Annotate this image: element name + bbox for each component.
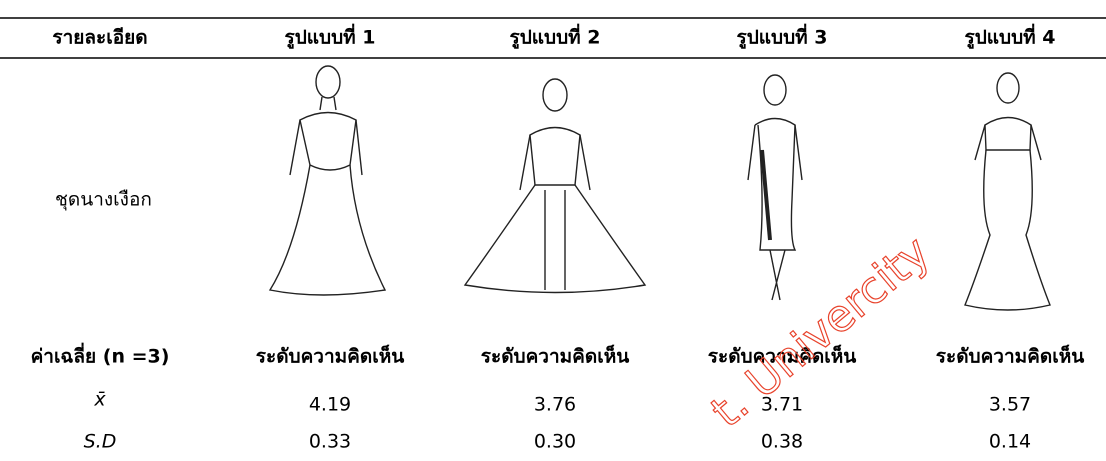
cell: 0.30 <box>534 431 576 453</box>
cell: 3.71 <box>761 394 803 416</box>
subheader-cell: ระดับความคิดเห็น <box>481 344 629 368</box>
row-label: ชุดนางเงือก <box>55 189 152 212</box>
row-label: S.D <box>84 431 117 453</box>
dress-sketch <box>463 78 647 294</box>
header-cell: รูปแบบที่ 3 <box>737 24 828 50</box>
subheader-cell: ระดับความคิดเห็น <box>256 344 404 368</box>
header-cell: รายละเอียด <box>52 27 147 49</box>
cell: 4.19 <box>309 394 351 416</box>
header-cell: รูปแบบที่ 2 <box>510 24 601 50</box>
watermark: t. Univercity <box>702 227 940 438</box>
subheader-cell: ระดับความคิดเห็น <box>708 344 856 368</box>
cell: 3.57 <box>989 394 1031 416</box>
cell: 0.38 <box>761 431 803 453</box>
row-label: x̄ <box>93 389 106 411</box>
header-cell: รูปแบบที่ 4 <box>965 24 1056 50</box>
dress-sketch <box>268 65 387 296</box>
cell: 3.76 <box>534 394 576 416</box>
dress-sketch <box>964 72 1051 311</box>
header-cell: รูปแบบที่ 1 <box>285 24 376 50</box>
dress-sketch <box>747 74 803 301</box>
cell: 0.33 <box>309 431 351 453</box>
cell: 0.14 <box>989 431 1031 453</box>
subheader-cell: ค่าเฉลี่ย (n =3) <box>31 343 170 368</box>
subheader-cell: ระดับความคิดเห็น <box>936 344 1084 368</box>
